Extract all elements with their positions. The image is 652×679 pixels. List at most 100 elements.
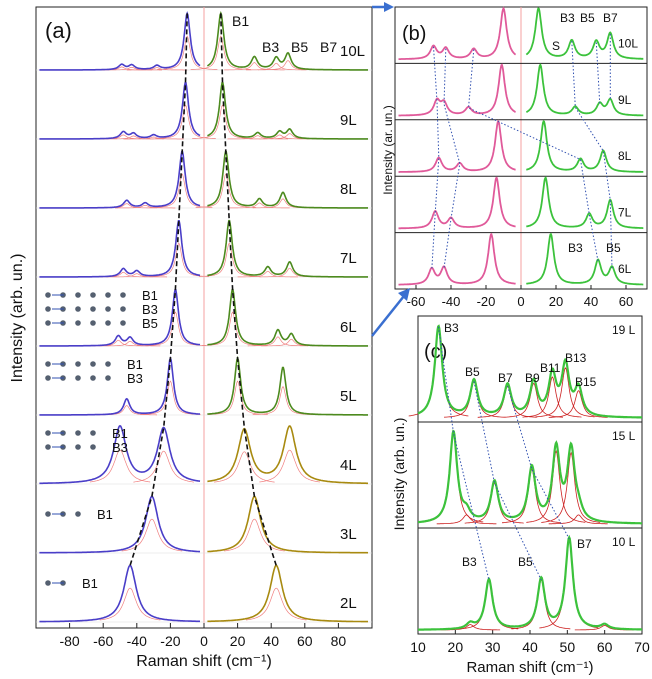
panel-a-fit-curve: [247, 336, 309, 347]
panel-c-guide-line: [473, 381, 542, 581]
panel-c-data-series: [418, 534, 642, 631]
panel-a-inset-label: B1: [82, 576, 98, 591]
panel-a-inset-label: B3: [127, 371, 143, 386]
panel-b-xtick-label: 0: [517, 294, 524, 309]
panel-c-row-label: 15 L: [612, 429, 636, 443]
panel-a-guide-stokes: [129, 13, 188, 566]
panel-a-fit-curve: [133, 450, 194, 483]
panel-b-xtick-label: -20: [477, 294, 496, 309]
panel-a-row-label: 3L: [340, 526, 357, 543]
panel-a-inset-atom: [105, 320, 111, 326]
panel-c-xtick-label: 50: [560, 639, 576, 655]
panel-a-row-label: 4L: [340, 457, 357, 474]
panel-c-peak-label: B5: [465, 365, 480, 379]
panel-c-bottom-peak-label: B5: [518, 555, 533, 569]
panel-a-peak-label: B3: [262, 39, 279, 55]
panel-a-fit-curve: [195, 173, 257, 208]
panel-a-inset-atom: [45, 430, 51, 436]
panel-a-row-label: 6L: [340, 319, 357, 336]
arrow-to-c-head: [398, 288, 410, 301]
panel-c-peak-label: B11: [540, 361, 561, 375]
panel-c-guide-line: [438, 326, 490, 581]
panel-c-row-label: 19 L: [612, 323, 636, 337]
panel-a-inset-atom: [75, 320, 81, 326]
panel-a-fit-curve: [121, 518, 183, 552]
panel-b-antistokes-series: [525, 63, 644, 117]
panel-a-antistokes-series: [207, 288, 368, 347]
panel-a-fit-curve: [101, 66, 162, 71]
panel-a-ylabel: Intensity (arb. un.): [9, 254, 26, 383]
panel-a-fit-curve: [199, 242, 260, 277]
panel-a-fit-curve: [123, 136, 184, 140]
panel-a-guide-antistokes: [220, 13, 277, 566]
panel-a-xtick-label: 0: [200, 633, 208, 649]
panel-a-antistokes-series: [207, 355, 368, 416]
panel-a-fit-curve: [89, 449, 151, 483]
panel-a-stokes-series: [39, 495, 200, 554]
panel-a-fit-curve: [190, 35, 251, 70]
panel-a-inset-atom: [75, 292, 81, 298]
panel-b-antistokes-series: [526, 232, 644, 286]
panel-c-xtick-label: 60: [597, 639, 613, 655]
panel-c-ylabel: Intensity (arb. un.): [391, 418, 407, 531]
panel-a-inset-atom: [75, 511, 81, 517]
panel-a-fit-curve: [103, 135, 164, 140]
panel-a-antistokes-series: [207, 495, 369, 554]
panel-a-row-label: 2L: [340, 595, 357, 612]
panel-c-xtick-label: 70: [634, 639, 650, 655]
panel-b-stokes-series: [398, 232, 516, 286]
panel-c-peak-label: B15: [575, 375, 597, 389]
panel-c-xtick-label: 30: [485, 639, 501, 655]
panel-a-inset-atom: [45, 361, 51, 367]
panel-c-fit-curve: [503, 382, 563, 418]
panel-b-row-label: 9L: [618, 93, 632, 107]
panel-a-inset-atom: [120, 292, 126, 298]
panel-a-inset-atom: [120, 306, 126, 312]
panel-b-row-label: 7L: [618, 206, 632, 220]
panel-a-fit-curve: [252, 385, 314, 415]
panel-b-guide-line: [443, 48, 461, 269]
panel-a-antistokes-series: [206, 10, 368, 71]
panel-a-stokes-series: [39, 356, 201, 416]
panel-a-fit-curve: [259, 449, 320, 483]
panel-a-inset-atom: [90, 320, 96, 326]
panel-b-stokes-series: [398, 119, 516, 173]
panel-c-fit-curve: [522, 376, 582, 418]
panel-a-fit-curve: [202, 311, 263, 346]
panel-a-peak-label: B1: [232, 13, 249, 29]
panel-b-peak-label: B7: [603, 11, 618, 25]
panel-a-fit-curve: [115, 204, 176, 209]
panel-a-xtick-label: 40: [263, 633, 279, 649]
panel-a-inset-label: B1: [142, 288, 158, 303]
panel-a-inset-atom: [45, 320, 51, 326]
panel-b-xtick-label: -40: [442, 294, 461, 309]
panel-a-fit-curve: [237, 270, 299, 278]
panel-b-antistokes-series: [526, 176, 644, 229]
panel-a-inset-atom: [45, 306, 51, 312]
panel-a-antistokes-series: [207, 564, 368, 623]
panel-b-xtick-label: 40: [584, 294, 598, 309]
panel-a-inset-atom: [75, 444, 81, 450]
panel-b-peak-label: B3: [560, 11, 575, 25]
panel-a-fit-curve: [214, 451, 275, 483]
panel-b-xtick-label: -60: [407, 294, 426, 309]
panel-a-xtick-label: -60: [93, 633, 113, 649]
panel-c-peak-label: B9: [525, 371, 540, 385]
panel-a-row-label: 9L: [340, 112, 357, 129]
panel-a-fit-curve: [224, 518, 285, 552]
panel-a-inset-atom: [75, 375, 81, 381]
panel-a-inset-label: B1: [112, 426, 128, 441]
panel-c-xtick-label: 10: [410, 639, 426, 655]
panel-a: -80 -60 -40 -20 0 20 40 60 80 10L 9L 8L 7L 6L 5L 4L 3L 2L…: [36, 7, 372, 649]
panel-a-fit-curve: [207, 380, 268, 415]
panel-a-fit-curve: [224, 62, 285, 71]
panel-c-fit-curve: [526, 450, 586, 523]
panel-a-inset-atom: [90, 444, 96, 450]
panel-b-antistokes-series: [526, 119, 644, 173]
panel-b-row-label: 8L: [618, 149, 632, 163]
panel-a-inset-label: B3: [112, 440, 128, 455]
panel-a-inset-atom: [105, 375, 111, 381]
panel-c-fit-curve: [548, 514, 608, 525]
panel-a-fit-curve: [126, 67, 188, 71]
